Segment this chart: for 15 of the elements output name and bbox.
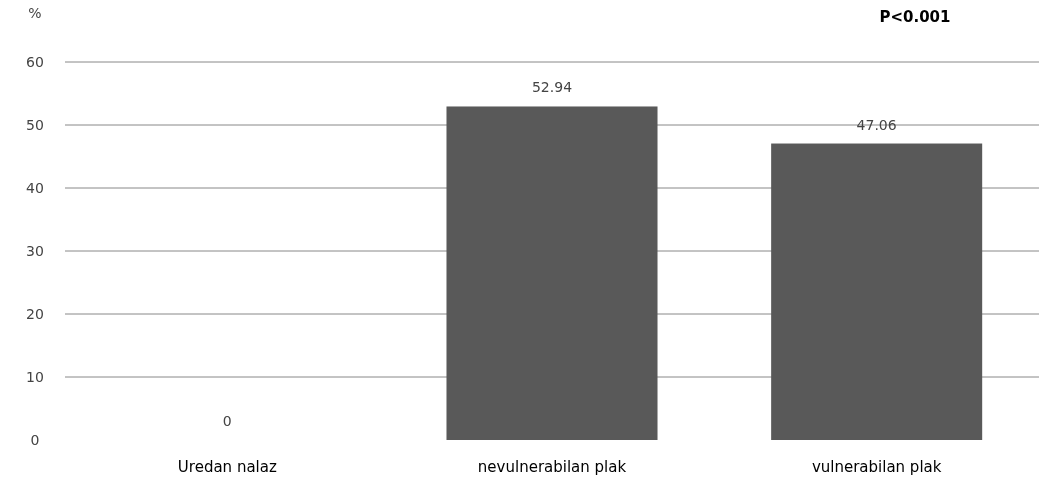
- x-tick-label: vulnerabilan plak: [811, 458, 942, 476]
- y-tick-label: 0: [30, 431, 40, 448]
- y-tick-label: 50: [26, 116, 44, 133]
- data-label: 47.06: [856, 116, 897, 133]
- x-tick-label: Uredan nalaz: [177, 458, 277, 476]
- y-axis-title: %: [28, 5, 42, 21]
- y-tick-label: 10: [26, 368, 44, 385]
- y-tick-label: 40: [26, 179, 44, 196]
- text: P<0.001: [879, 8, 951, 26]
- data-label: 52.94: [531, 79, 573, 96]
- data-label: 0: [222, 413, 232, 429]
- y-tick-label: 30: [26, 242, 44, 259]
- y-tick-label: 60: [26, 53, 44, 70]
- x-tick-label: nevulnerabilan plak: [477, 458, 627, 476]
- y-tick-label: 20: [26, 305, 44, 322]
